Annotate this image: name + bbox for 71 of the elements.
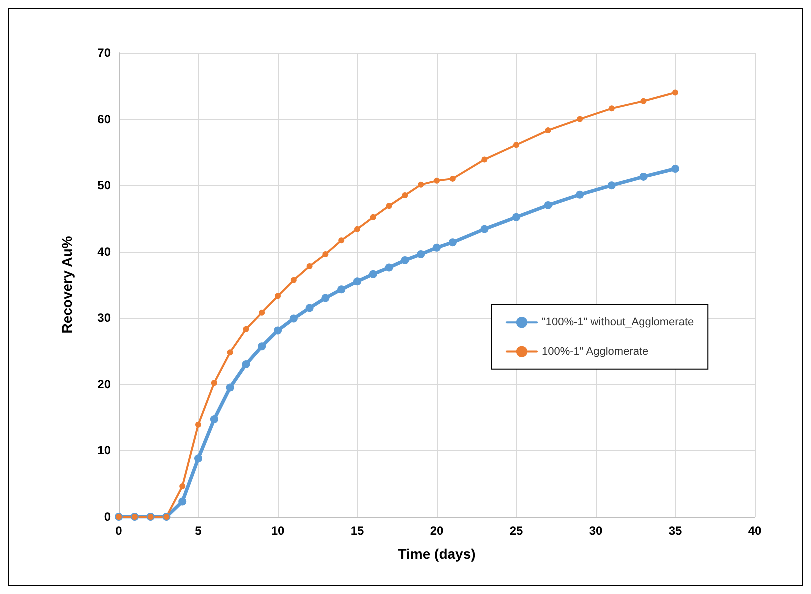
point xyxy=(544,201,552,210)
point xyxy=(322,252,329,258)
x-tick-label: 25 xyxy=(510,524,524,538)
point xyxy=(354,226,360,232)
point xyxy=(576,190,584,199)
point xyxy=(482,156,488,163)
x-tick-label: 30 xyxy=(589,524,603,538)
y-tick-label: 60 xyxy=(98,112,112,126)
point xyxy=(322,294,330,302)
point xyxy=(243,326,250,332)
y-tick-label: 20 xyxy=(98,377,112,392)
x-axis-title: Time (days) xyxy=(398,546,476,562)
point xyxy=(226,384,234,392)
x-tick-label: 40 xyxy=(748,524,762,538)
point xyxy=(434,178,440,184)
point xyxy=(369,270,378,278)
point xyxy=(306,304,314,312)
y-tick-label: 50 xyxy=(98,178,112,193)
point xyxy=(338,238,345,244)
point xyxy=(259,310,266,316)
y-axis-title: Recovery Au% xyxy=(59,236,75,334)
point xyxy=(512,213,520,222)
point xyxy=(194,454,202,463)
point xyxy=(514,142,520,148)
point xyxy=(480,225,489,234)
y-tick-label: 10 xyxy=(98,444,112,458)
point xyxy=(290,314,298,323)
point xyxy=(418,182,424,188)
point xyxy=(258,342,266,351)
point xyxy=(672,90,678,96)
x-tick-label: 0 xyxy=(116,524,123,538)
point xyxy=(196,422,202,428)
point xyxy=(211,380,218,386)
x-tick-label: 5 xyxy=(195,524,202,538)
y-tick-label: 0 xyxy=(104,510,112,524)
point xyxy=(385,264,394,272)
point xyxy=(242,360,250,369)
point xyxy=(370,214,376,220)
point xyxy=(210,416,218,424)
point xyxy=(402,192,408,199)
point xyxy=(227,350,234,356)
point xyxy=(354,278,362,286)
point xyxy=(338,286,346,294)
point xyxy=(306,263,313,270)
point xyxy=(274,326,282,335)
point xyxy=(640,98,647,104)
x-tick-label: 10 xyxy=(271,524,285,538)
point xyxy=(672,165,680,173)
point xyxy=(386,203,392,210)
y-tick-label: 70 xyxy=(98,46,112,60)
x-tick-label: 35 xyxy=(668,524,682,538)
point xyxy=(608,106,615,112)
point xyxy=(178,498,187,506)
point xyxy=(275,293,281,300)
point xyxy=(401,256,410,264)
point xyxy=(433,244,441,252)
x-tick-label: 20 xyxy=(430,524,444,538)
y-tick-label: 40 xyxy=(98,244,112,259)
y-tick-label: 30 xyxy=(98,311,112,326)
point xyxy=(290,277,297,284)
legend-label: "100%-1" without_Agglomerate xyxy=(542,316,694,329)
point xyxy=(450,176,456,182)
legend-label: 100%-1" Agglomerate xyxy=(542,346,649,358)
point xyxy=(608,182,616,190)
point xyxy=(545,128,552,134)
x-tick-label: 15 xyxy=(350,524,364,538)
point xyxy=(180,484,186,490)
point xyxy=(640,172,648,181)
point xyxy=(448,238,457,247)
point xyxy=(577,116,584,122)
point xyxy=(417,250,426,259)
